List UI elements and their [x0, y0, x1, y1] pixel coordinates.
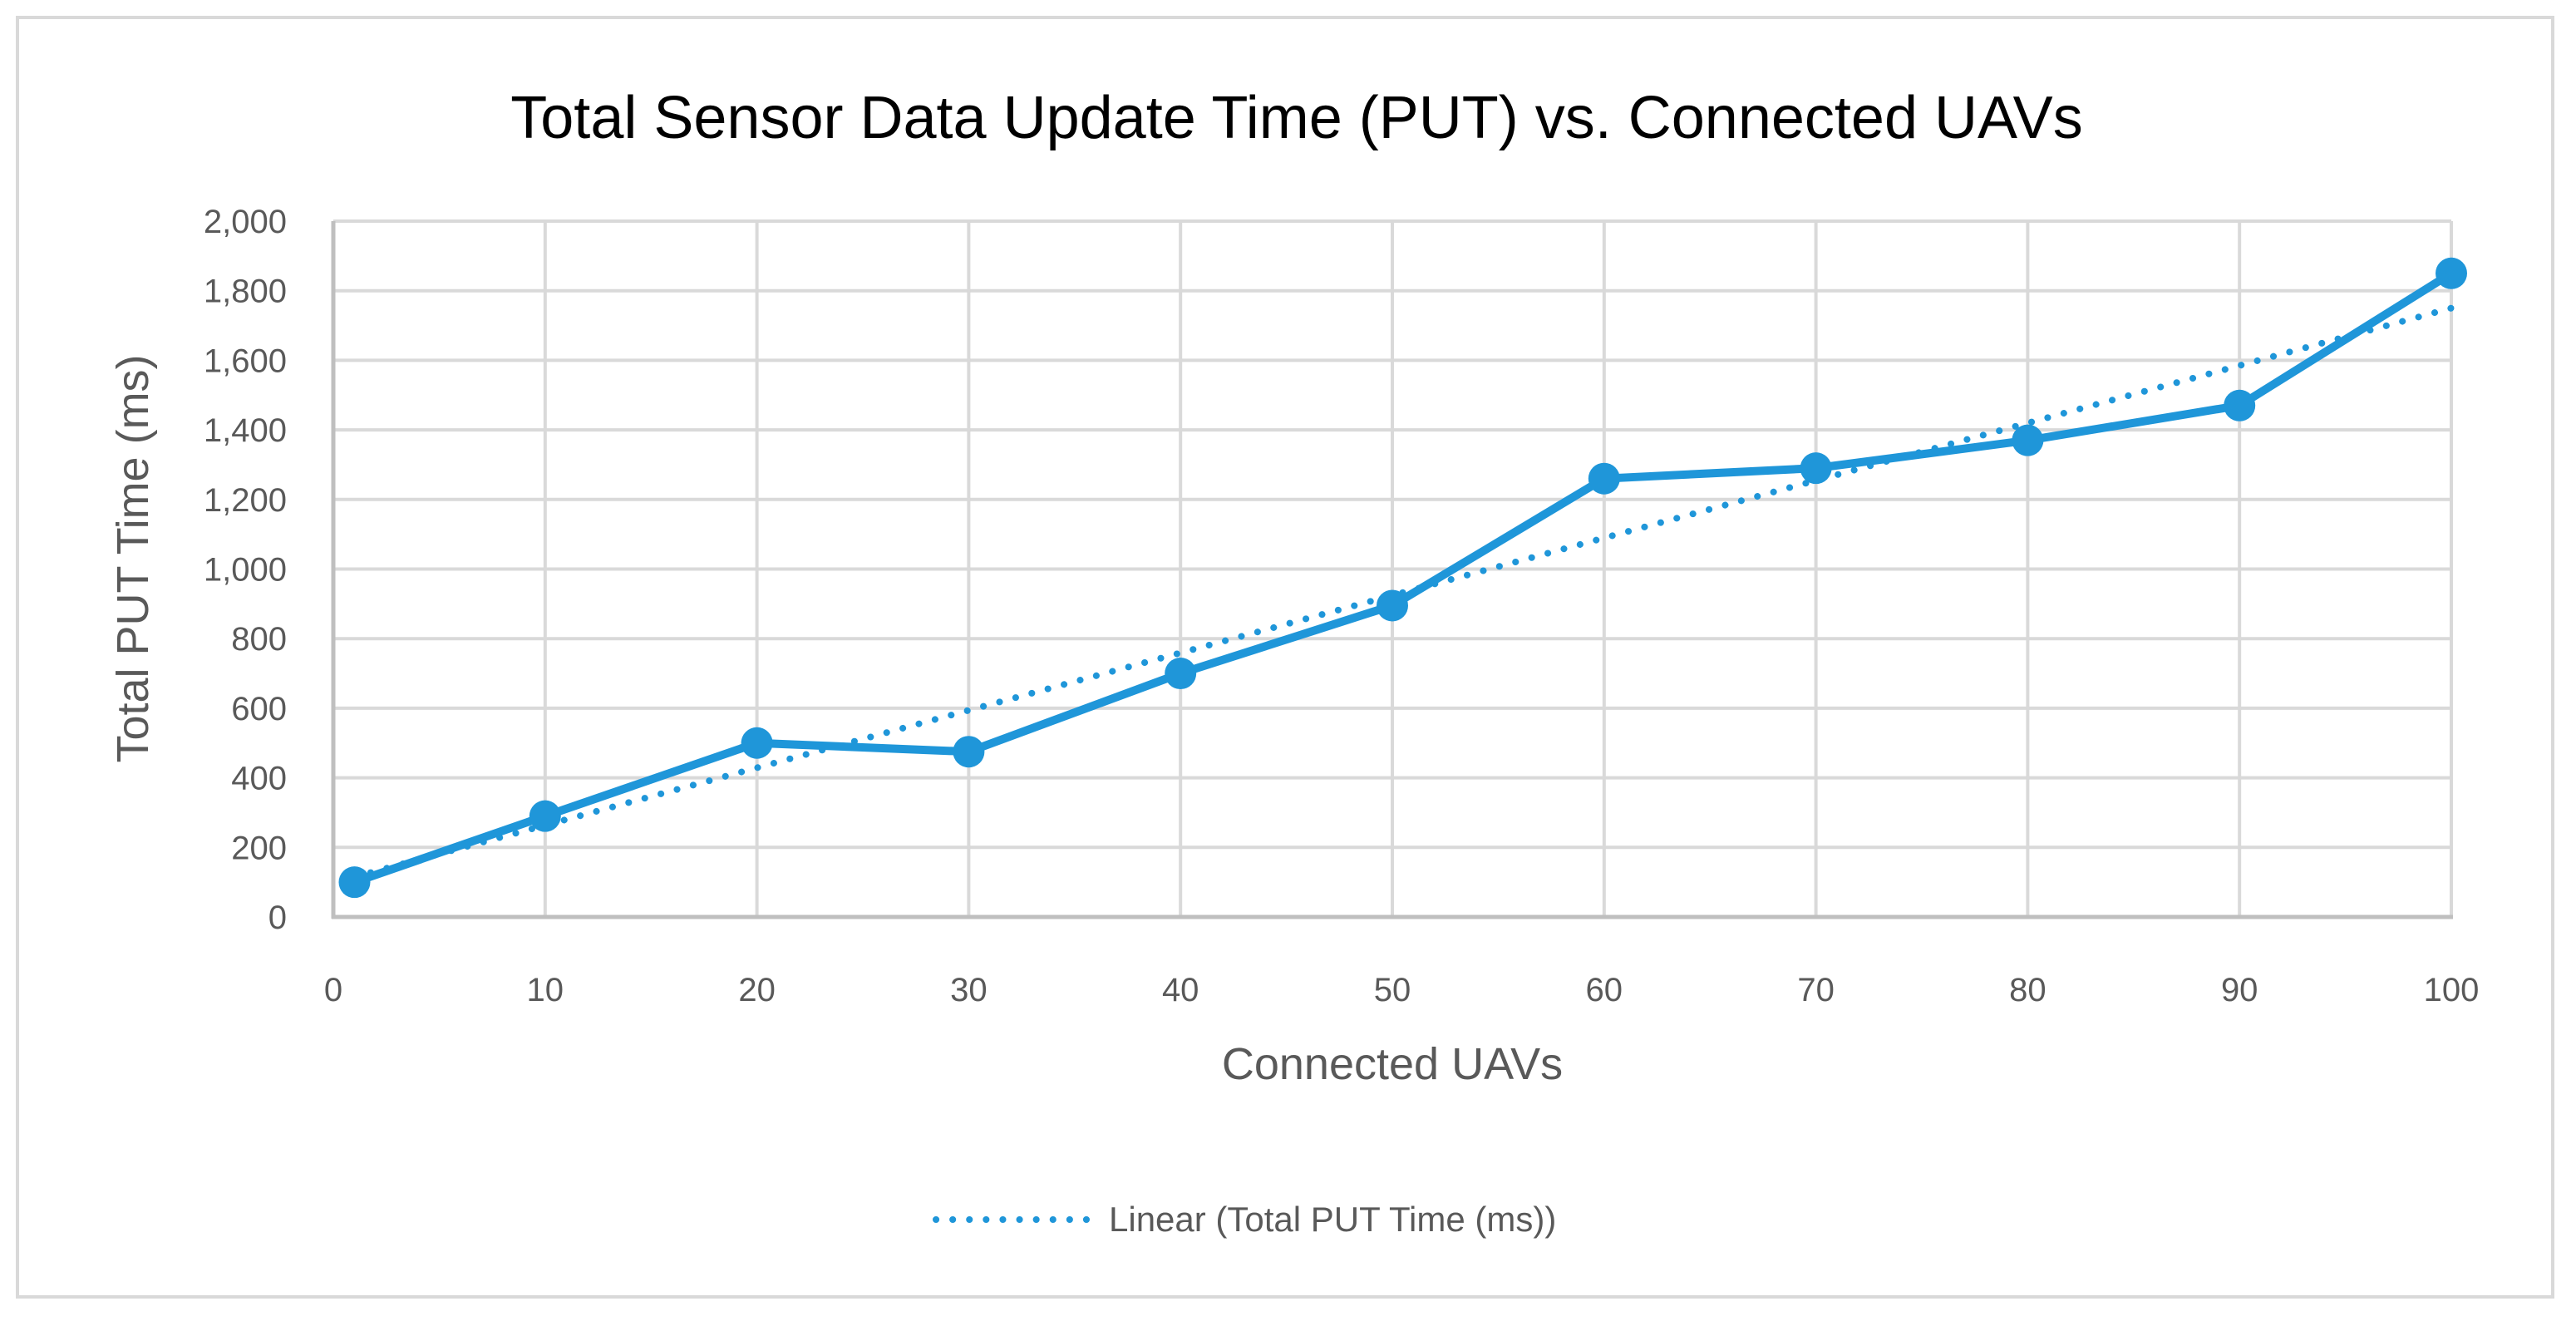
y-tick-label: 1,400: [204, 412, 287, 449]
y-tick-label: 0: [268, 900, 287, 936]
x-tick-label: 20: [738, 972, 776, 1008]
y-tick-label: 1,600: [204, 343, 287, 379]
data-point-marker[interactable]: [1800, 452, 1832, 485]
x-tick-label: 60: [1586, 972, 1623, 1008]
data-point-marker[interactable]: [338, 866, 371, 899]
data-point-marker[interactable]: [953, 736, 985, 768]
legend: Linear (Total PUT Time (ms)): [933, 1200, 1556, 1239]
data-point-marker[interactable]: [2012, 424, 2044, 456]
x-tick-label: 100: [2424, 972, 2480, 1008]
y-axis-tick-labels: 0 200 400 600 800 1,000 1,200 1,400 1,600 1,800 2,…: [204, 204, 287, 936]
chart-frame: [16, 16, 2554, 1299]
x-tick-label: 70: [1797, 972, 1835, 1008]
gridlines: [333, 219, 2453, 917]
x-tick-label: 80: [2009, 972, 2047, 1008]
x-tick-label: 50: [1374, 972, 1411, 1008]
y-tick-label: 1,200: [204, 482, 287, 519]
data-point-marker[interactable]: [1588, 462, 1620, 495]
y-axis-title: Total PUT Time (ms): [108, 354, 158, 762]
y-tick-label: 800: [231, 621, 287, 658]
data-point-marker[interactable]: [529, 800, 561, 832]
data-point-marker[interactable]: [1377, 589, 1408, 622]
data-point-marker[interactable]: [2436, 257, 2467, 289]
x-tick-label: 40: [1162, 972, 1199, 1008]
y-tick-label: 200: [231, 830, 287, 866]
x-tick-label: 90: [2221, 972, 2258, 1008]
x-axis-title: Connected UAVs: [1222, 1039, 1563, 1089]
trendline-path: [351, 304, 2455, 880]
y-tick-label: 1,000: [204, 552, 287, 589]
x-tick-label: 10: [527, 972, 564, 1008]
y-tick-label: 1,800: [204, 274, 287, 310]
x-tick-label: 0: [324, 972, 342, 1008]
chart-title: Total Sensor Data Update Time (PUT) vs. …: [510, 85, 2082, 151]
data-point-marker[interactable]: [2224, 389, 2256, 421]
y-tick-label: 600: [231, 691, 287, 727]
x-axis-tick-labels: 0 10 20 30 40 50 60 70 80 90 100: [324, 972, 2480, 1008]
legend-label: Linear (Total PUT Time (ms)): [1109, 1200, 1556, 1239]
linear-trendline: [351, 304, 2455, 880]
data-point-marker[interactable]: [741, 727, 773, 759]
y-tick-label: 2,000: [204, 204, 287, 240]
data-series-total-put-time: [338, 257, 2467, 899]
x-tick-label: 30: [950, 972, 988, 1008]
axes: [331, 221, 2453, 919]
y-tick-label: 400: [231, 761, 287, 797]
data-point-marker[interactable]: [1165, 658, 1197, 690]
